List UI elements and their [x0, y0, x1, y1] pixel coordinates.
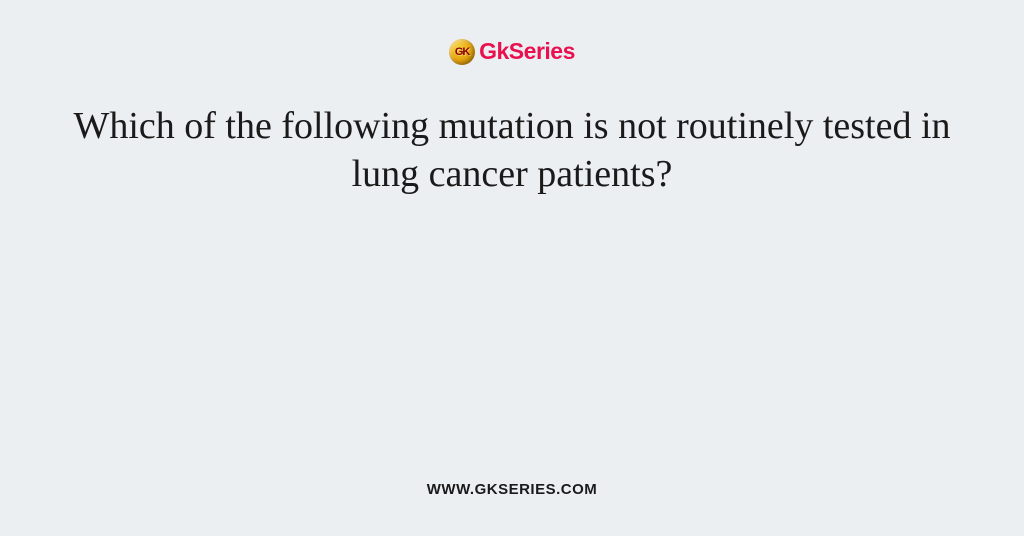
logo-container: GK GkSeries	[449, 38, 575, 65]
logo-badge-text: GK	[455, 46, 470, 58]
logo-badge: GK	[449, 39, 475, 65]
question-text: Which of the following mutation is not r…	[52, 103, 972, 198]
logo-brand-text: GkSeries	[479, 38, 575, 65]
footer-url: WWW.GKSERIES.COM	[427, 481, 598, 498]
